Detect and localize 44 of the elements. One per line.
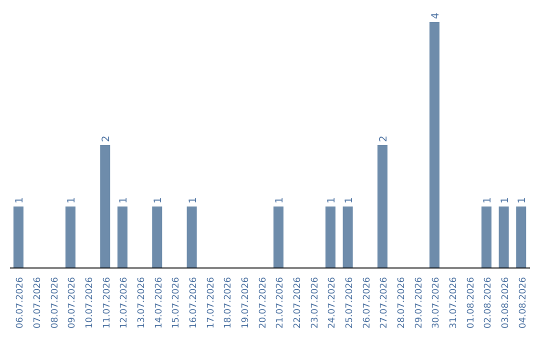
x-tick-label: 08.07.2026	[50, 276, 60, 329]
x-tick-label: 16.07.2026	[189, 276, 199, 329]
x-tick-label: 09.07.2026	[68, 276, 78, 329]
x-tick-label: 24.07.2026	[328, 276, 338, 329]
data-label: 4	[430, 12, 442, 19]
x-tick-label: 29.07.2026	[414, 276, 424, 329]
x-tick-label: 23.07.2026	[310, 276, 320, 329]
data-label: 1	[517, 197, 528, 204]
data-label: 2	[101, 136, 112, 142]
x-tick-label: 21.07.2026	[276, 276, 286, 329]
x-tick-label: 20.07.2026	[258, 276, 268, 329]
x-tick-label: 02.08.2026	[484, 276, 494, 329]
x-tick-label: 30.07.2026	[432, 276, 442, 329]
x-tick-label: 12.07.2026	[120, 276, 130, 329]
x-tick-label: 28.07.2026	[397, 276, 407, 329]
x-tick-label: 31.07.2026	[449, 276, 459, 329]
x-tick-label: 07.07.2026	[33, 276, 43, 329]
data-label: 1	[482, 197, 494, 204]
x-tick-label: 15.07.2026	[172, 276, 182, 329]
x-tick-label: 22.07.2026	[293, 276, 303, 329]
x-tick-label: 27.07.2026	[380, 276, 390, 329]
x-tick-label: 03.08.2026	[501, 276, 511, 329]
x-tick-label: 17.07.2026	[206, 276, 216, 329]
data-label: 1	[274, 197, 286, 204]
x-tick-label: 10.07.2026	[85, 276, 95, 329]
x-tick-label: 18.07.2026	[224, 276, 234, 329]
data-label: 1	[344, 197, 355, 204]
data-label: 1	[153, 197, 164, 204]
data-label: 1	[66, 197, 78, 204]
x-tick-label: 01.08.2026	[466, 276, 476, 329]
x-tick-label: 13.07.2026	[137, 276, 147, 329]
x-tick-label: 14.07.2026	[154, 276, 164, 329]
x-tick-label: 25.07.2026	[345, 276, 355, 329]
x-tick-label: 19.07.2026	[241, 276, 251, 329]
data-label: 1	[500, 197, 511, 204]
x-tick-label: 04.08.2026	[518, 276, 528, 329]
x-tick-label: 11.07.2026	[102, 276, 112, 329]
data-label: 1	[326, 197, 338, 204]
data-label: 1	[188, 197, 199, 204]
data-label: 1	[14, 197, 26, 204]
data-label: 1	[118, 197, 130, 204]
data-label: 2	[378, 136, 390, 142]
x-tick-label: 26.07.2026	[362, 276, 372, 329]
x-tick-label: 06.07.2026	[16, 276, 26, 329]
